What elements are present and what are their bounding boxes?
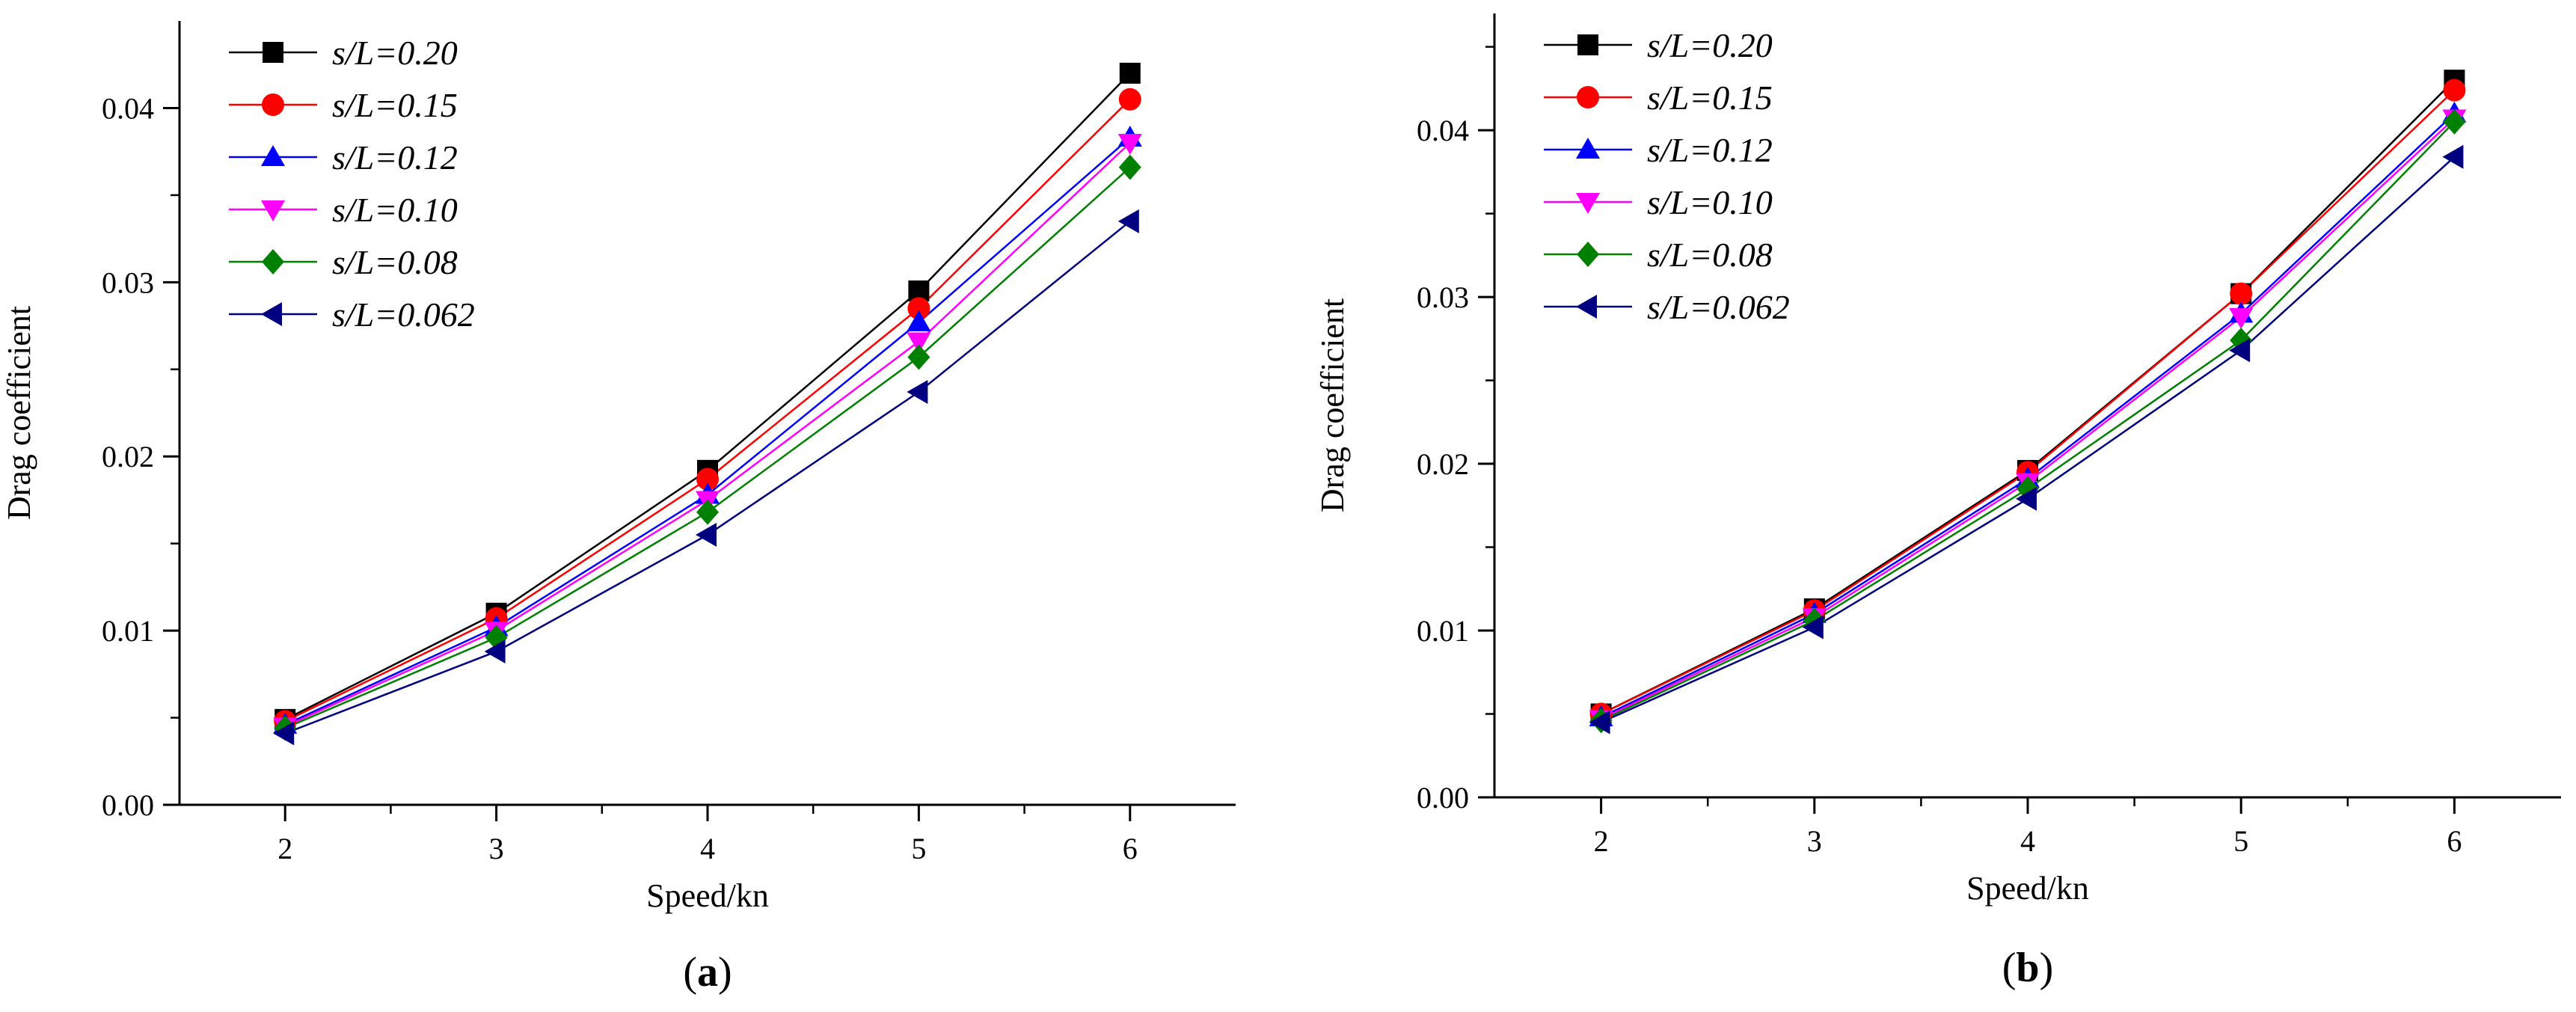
data-point-5-1 [484, 640, 506, 664]
data-point-4-3 [907, 344, 930, 370]
data-point-1-4 [1118, 88, 1141, 111]
legend-label-0: s/L=0.20 [332, 34, 458, 72]
data-point-4-4 [1118, 154, 1141, 180]
legend-label-3: s/L=0.10 [1647, 183, 1773, 221]
legend-marker-5 [261, 302, 282, 326]
panel-label: (b) [2002, 945, 2053, 991]
x-tick-label: 5 [2233, 824, 2248, 858]
data-point-3-3 [907, 332, 931, 354]
legend-marker-4 [1577, 242, 1599, 267]
y-tick-label: 0.00 [1417, 781, 1469, 815]
legend-marker-0 [1577, 34, 1598, 55]
y-axis-title: Drag coefficient [1314, 298, 1351, 512]
legend-label-3: s/L=0.10 [332, 191, 458, 229]
y-tick-label: 0.03 [102, 266, 154, 299]
legend-marker-5 [1576, 295, 1597, 319]
x-tick-label: 4 [2020, 824, 2035, 858]
x-tick-label: 2 [1594, 824, 1609, 858]
legend-label-2: s/L=0.12 [332, 138, 458, 177]
x-tick-label: 3 [489, 832, 504, 865]
data-point-1-3 [907, 297, 930, 320]
legend-marker-1 [1577, 86, 1599, 108]
series-line-0 [1601, 79, 2456, 715]
data-point-3-4 [1117, 134, 1142, 156]
data-point-5-3 [907, 380, 928, 405]
legend-label-1: s/L=0.15 [1647, 79, 1773, 117]
legend-marker-4 [262, 249, 284, 275]
y-tick-label: 0.00 [102, 788, 154, 822]
data-point-0-4 [1119, 62, 1141, 84]
legend-label-1: s/L=0.15 [332, 86, 458, 124]
x-tick-label: 4 [700, 832, 715, 865]
x-axis-title: Speed/kn [1966, 870, 2089, 907]
y-tick-label: 0.01 [1417, 614, 1469, 648]
legend-marker-0 [263, 42, 283, 63]
y-tick-label: 0.02 [102, 440, 154, 473]
x-tick-label: 6 [1123, 832, 1138, 865]
legend-marker-3 [1576, 193, 1600, 214]
data-point-3-3 [2229, 307, 2254, 329]
data-point-1-4 [2443, 79, 2466, 102]
data-point-2-3 [907, 310, 931, 331]
data-point-5-3 [2229, 338, 2251, 363]
data-point-1-2 [696, 467, 719, 491]
data-point-5-0 [273, 721, 295, 746]
legend-label-2: s/L=0.12 [1647, 131, 1773, 169]
data-point-5-4 [2442, 144, 2464, 169]
data-point-5-4 [1117, 209, 1139, 233]
data-point-4-4 [2443, 108, 2466, 135]
data-point-1-3 [2230, 282, 2253, 305]
panel-label: (a) [683, 949, 732, 996]
y-tick-label: 0.03 [1417, 280, 1469, 314]
legend-label-4: s/L=0.08 [1647, 236, 1773, 274]
legend-marker-2 [1576, 138, 1600, 159]
data-point-4-2 [696, 499, 719, 525]
x-axis-title: Speed/kn [646, 877, 769, 914]
chart-panel-b: 2 3 4 5 6 0.00 0.01 0.02 0.03 0.04 Speed/kn Drag co… [1314, 13, 2561, 991]
y-tick-label: 0.04 [102, 91, 154, 125]
data-point-5-2 [696, 523, 717, 548]
data-point-5-2 [2016, 486, 2037, 511]
y-tick-label: 0.01 [102, 614, 154, 648]
legend-label-0: s/L=0.20 [1647, 26, 1773, 64]
legend-marker-3 [261, 200, 285, 221]
x-tick-label: 3 [1807, 824, 1822, 858]
data-point-5-1 [1802, 615, 1824, 640]
chart-panel-a: 2 3 4 5 6 0.00 0.01 0.02 0.03 0.04 Speed/kn Drag co… [1, 21, 1236, 996]
data-point-5-0 [1589, 710, 1610, 735]
series-line-3 [284, 142, 1131, 728]
y-axis-title: Drag coefficient [1, 306, 37, 520]
y-tick-label: 0.04 [1417, 114, 1469, 147]
legend-marker-2 [261, 145, 285, 166]
legend-label-4: s/L=0.08 [332, 243, 458, 281]
x-tick-label: 5 [911, 832, 926, 865]
x-tick-label: 2 [277, 832, 292, 865]
y-tick-label: 0.02 [1417, 447, 1469, 481]
x-tick-label: 6 [2447, 824, 2462, 858]
legend-label-5: s/L=0.062 [1647, 288, 1790, 326]
legend-marker-1 [262, 93, 284, 116]
legend-label-5: s/L=0.062 [332, 295, 475, 334]
